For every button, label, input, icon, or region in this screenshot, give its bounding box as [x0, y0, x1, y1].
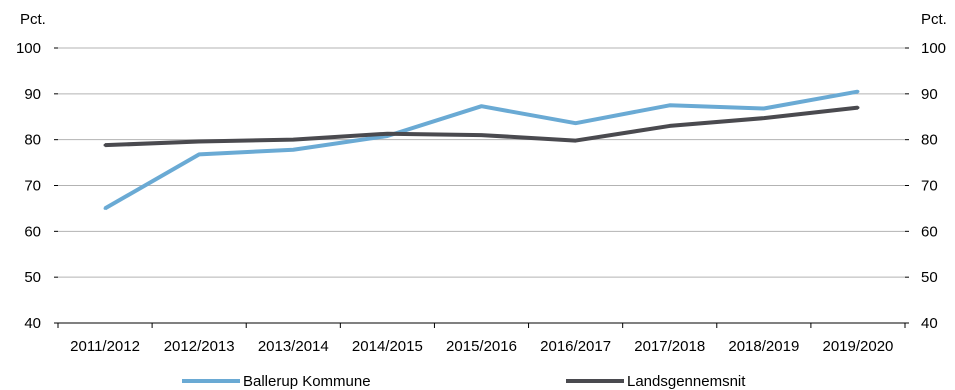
legend-label: Ballerup Kommune	[243, 373, 371, 390]
y-ticks-right: 40 50 60 70 80 90 100	[905, 40, 946, 332]
y-tick-label-right: 90	[921, 86, 938, 103]
y-ticks-left: 40 50 60 70 80 90 100	[16, 40, 58, 332]
x-ticks: 2011/2012 2012/2013 2013/2014 2014/2015 2015…	[57, 323, 906, 355]
data-point	[103, 143, 107, 147]
data-point	[197, 140, 201, 143]
data-point	[762, 116, 766, 120]
y-tick-label-right: 40	[921, 315, 938, 332]
data-point	[291, 148, 295, 152]
data-point	[480, 133, 483, 137]
x-tick-label: 2017/2018	[634, 338, 705, 355]
x-tick-label: 2016/2017	[540, 338, 611, 355]
y-tick-label-left: 40	[24, 315, 41, 332]
data-point	[385, 132, 389, 136]
y-tick-label-left: 100	[16, 40, 41, 57]
legend: Ballerup Kommune Landsgennemsnit	[182, 373, 746, 390]
y-axis-label-left: Pct.	[20, 11, 46, 28]
x-tick-label: 2013/2014	[258, 338, 329, 355]
y-tick-label-left: 80	[24, 132, 41, 149]
y-tick-label-right: 100	[921, 40, 946, 57]
y-tick-label-left: 50	[24, 269, 41, 286]
data-point	[856, 106, 860, 110]
y-axis-label-right: Pct.	[921, 11, 947, 28]
x-tick-label: 2011/2012	[70, 338, 140, 355]
data-point	[762, 107, 766, 110]
y-tick-label-right: 60	[921, 223, 938, 240]
y-tick-label-right: 70	[921, 178, 938, 195]
series-lines	[103, 89, 860, 211]
y-tick-label-left: 70	[24, 178, 41, 195]
y-tick-label-left: 90	[24, 86, 41, 103]
x-tick-label: 2012/2013	[164, 338, 235, 355]
y-tick-label-right: 80	[921, 132, 938, 149]
x-tick-label: 2015/2016	[446, 338, 517, 355]
legend-label: Landsgennemsnit	[627, 373, 746, 390]
data-point	[197, 152, 201, 156]
data-point	[480, 104, 483, 108]
x-tick-label: 2014/2015	[352, 338, 423, 355]
data-point	[103, 206, 107, 210]
data-point	[574, 139, 578, 143]
data-point	[668, 103, 672, 107]
data-point	[291, 138, 295, 142]
data-point	[668, 124, 672, 128]
series-line-1	[104, 89, 859, 211]
data-point	[574, 121, 578, 125]
y-tick-label-left: 60	[24, 223, 41, 240]
y-tick-label-right: 50	[921, 269, 938, 286]
x-tick-label: 2018/2019	[728, 338, 799, 355]
x-tick-label: 2019/2020	[822, 338, 893, 355]
data-point	[856, 90, 860, 94]
